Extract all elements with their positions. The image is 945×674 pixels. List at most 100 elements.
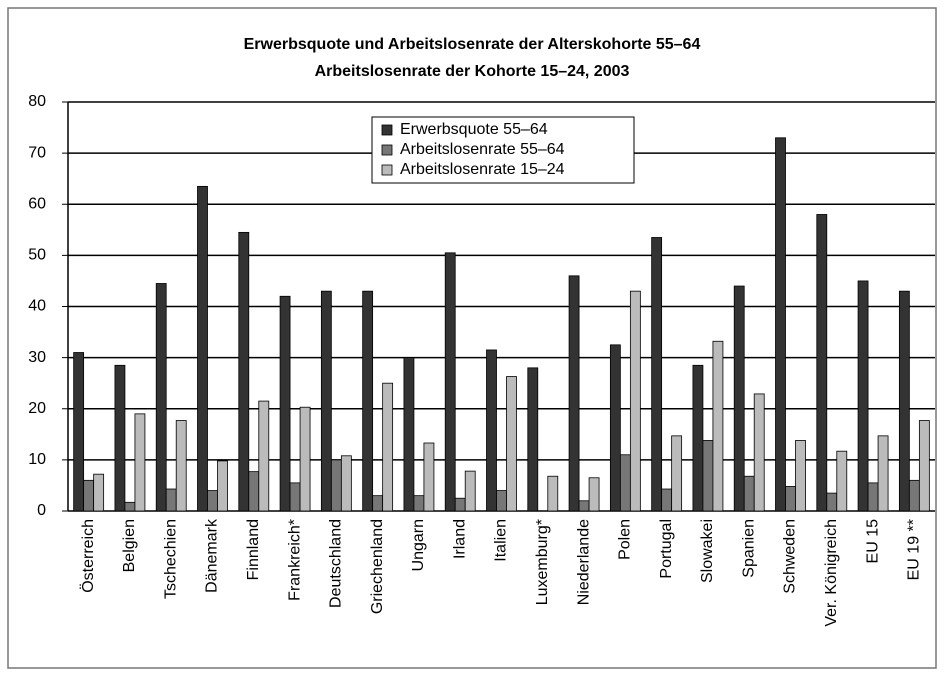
bar (785, 486, 796, 512)
bar (207, 490, 218, 512)
bar (867, 482, 879, 512)
bar (629, 290, 641, 512)
bar (671, 435, 683, 512)
bar (362, 290, 374, 512)
bar (73, 352, 85, 512)
bar (454, 497, 466, 512)
bar (299, 406, 311, 512)
bar (836, 450, 848, 512)
y-tick-label: 20 (28, 400, 46, 417)
bar (486, 349, 497, 512)
y-tick-label: 50 (28, 247, 46, 264)
x-tick-label: Dänemark (204, 518, 221, 593)
bar (289, 482, 301, 512)
bar (340, 455, 352, 512)
bar (775, 137, 786, 512)
bar (857, 280, 869, 512)
legend-box (371, 116, 635, 184)
bar (124, 501, 136, 512)
x-tick-label: Spanien (740, 519, 757, 578)
x-tick-label: Irland (451, 519, 468, 559)
bar (496, 490, 507, 512)
legend-label: Arbeitslosenrate 15–24 (400, 161, 565, 178)
bar (134, 413, 146, 512)
bar (114, 364, 126, 512)
x-tick-label: Tschechien (162, 519, 179, 599)
bar (413, 495, 425, 512)
y-tick-label: 80 (28, 93, 46, 110)
bar (444, 252, 456, 512)
bar (702, 440, 714, 512)
bar (609, 344, 621, 512)
bar (527, 367, 539, 512)
x-tick-label: Finnland (245, 519, 262, 580)
bar (898, 290, 910, 512)
bar (423, 442, 435, 512)
x-tick-label: Niederlande (575, 519, 592, 605)
bar (588, 477, 600, 512)
y-tick-label: 10 (28, 451, 46, 468)
x-tick-label: Luxemburg* (534, 519, 551, 605)
bar (175, 420, 187, 512)
bar (464, 470, 476, 512)
bar (795, 440, 806, 512)
bar (712, 340, 724, 512)
x-tick-label: EU 15 (864, 519, 881, 564)
x-tick-label: Frankreich* (286, 519, 303, 601)
x-tick-label: Belgien (121, 519, 138, 572)
bar (753, 393, 765, 512)
chart-title: Erwerbsquote und Arbeitslosenrate der Al… (244, 36, 701, 53)
y-tick-label: 40 (28, 298, 46, 315)
bar (826, 492, 838, 512)
y-tick-label: 0 (37, 502, 46, 519)
bar (403, 357, 415, 512)
legend-label: Arbeitslosenrate 55–64 (400, 141, 565, 158)
bar (619, 454, 631, 512)
bar (93, 473, 105, 512)
x-tick-label: Italien (493, 519, 510, 562)
x-tick-label: Schweden (782, 519, 799, 594)
bar (692, 364, 704, 512)
bar (372, 495, 384, 512)
bar (733, 285, 745, 512)
bar (217, 460, 228, 512)
legend-swatch (381, 144, 393, 156)
bar (578, 500, 590, 512)
bar (506, 376, 517, 512)
x-tick-label: Portugal (658, 519, 675, 579)
bar (661, 488, 673, 512)
bar (651, 237, 663, 512)
y-tick-label: 60 (28, 195, 46, 212)
bar (165, 488, 177, 512)
x-tick-label: Ver. Königreich (823, 519, 840, 627)
bar (155, 283, 167, 512)
x-tick-label: Slowakei (699, 519, 716, 583)
legend-label: Erwerbsquote 55–64 (400, 121, 548, 138)
bar (197, 185, 208, 512)
x-tick-label: EU 19 ** (906, 519, 923, 580)
bar (816, 214, 828, 512)
x-tick-label: Österreich (79, 519, 97, 593)
y-tick-label: 30 (28, 349, 46, 366)
bar (743, 475, 755, 512)
bar (83, 479, 95, 512)
bar (238, 231, 250, 512)
bar (908, 479, 920, 512)
legend-swatch (381, 164, 393, 176)
bar (877, 435, 889, 512)
x-tick-label: Ungarn (410, 519, 427, 571)
bar (330, 459, 342, 512)
x-tick-label: Polen (617, 519, 634, 560)
chart-subtitle: Arbeitslosenrate der Kohorte 15–24, 2003 (315, 63, 630, 80)
bar (320, 290, 332, 512)
legend-swatch (381, 124, 393, 136)
bar (547, 475, 559, 512)
bar (258, 400, 270, 512)
x-tick-label: Griechenland (369, 519, 386, 614)
bar (382, 382, 394, 512)
bar (279, 295, 291, 512)
x-tick-label: Deutschland (328, 519, 345, 608)
bar (568, 275, 580, 512)
bar (248, 471, 260, 512)
